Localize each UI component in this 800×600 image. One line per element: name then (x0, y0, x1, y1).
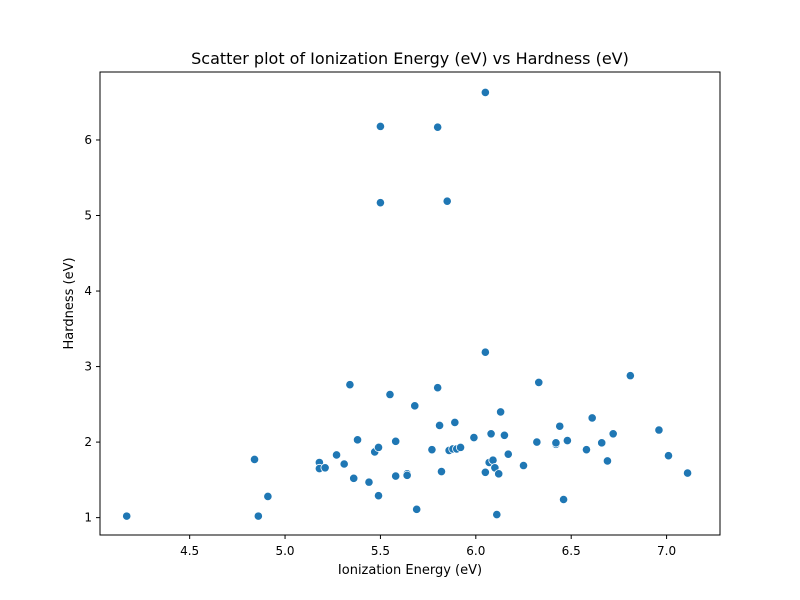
x-tick-label: 7.0 (657, 544, 676, 558)
data-point (532, 437, 542, 447)
data-point (385, 389, 395, 400)
data-point (364, 477, 374, 487)
x-tick-label: 5.5 (371, 544, 390, 558)
x-tick-label: 5.0 (275, 544, 294, 558)
data-point (499, 430, 510, 440)
data-point (375, 121, 386, 131)
data-point (654, 425, 664, 435)
data-points (122, 87, 693, 521)
data-point (373, 491, 384, 501)
data-point (410, 401, 420, 411)
data-point (345, 380, 355, 390)
plot-area (99, 71, 721, 536)
data-point (492, 510, 502, 520)
data-point (339, 459, 349, 469)
data-point (249, 454, 260, 465)
data-point (352, 435, 363, 445)
data-point (450, 417, 460, 428)
data-point (427, 445, 437, 455)
x-tick-label: 6.5 (562, 544, 581, 558)
y-axis-ticks: 1 2 3 4 5 6 (84, 133, 100, 525)
data-point (602, 456, 613, 466)
data-point (442, 196, 452, 206)
data-point (373, 442, 384, 452)
data-point (503, 449, 513, 459)
chart-title: Scatter plot of Ionization Energy (eV) v… (191, 49, 629, 68)
y-tick-label: 3 (84, 360, 92, 374)
data-point (581, 445, 592, 455)
data-point (253, 511, 263, 521)
data-point (391, 436, 401, 446)
data-point (608, 429, 618, 439)
data-point (433, 122, 443, 132)
data-point (455, 442, 466, 452)
data-point (558, 494, 569, 505)
data-point (496, 407, 506, 417)
data-point (263, 491, 273, 502)
data-point (349, 473, 359, 483)
data-point (551, 438, 561, 448)
data-point (469, 432, 479, 443)
data-point (534, 377, 544, 388)
data-point (320, 463, 330, 473)
data-point (480, 467, 490, 477)
data-point (436, 466, 447, 477)
data-point (480, 87, 490, 97)
data-point (412, 504, 422, 514)
data-point (486, 429, 496, 439)
data-point (625, 371, 635, 381)
x-tick-label: 6.0 (466, 544, 485, 558)
data-point (375, 198, 386, 208)
data-point (518, 460, 529, 471)
data-point (587, 413, 597, 423)
data-point (663, 451, 674, 461)
data-point (480, 347, 490, 357)
y-tick-label: 6 (84, 133, 92, 147)
data-point (331, 450, 342, 460)
x-axis-label: Ionization Energy (eV) (338, 563, 482, 578)
y-tick-label: 1 (84, 511, 92, 525)
y-tick-label: 4 (84, 284, 92, 298)
data-point (433, 383, 443, 393)
data-point (494, 469, 504, 479)
y-tick-label: 5 (84, 209, 92, 223)
y-axis-label: Hardness (eV) (62, 257, 77, 349)
data-point (555, 421, 565, 431)
y-tick-label: 2 (84, 435, 92, 449)
data-point (562, 435, 572, 446)
data-point (434, 420, 445, 431)
data-point (122, 511, 132, 521)
data-point (682, 468, 693, 478)
data-point (402, 470, 412, 480)
data-point (391, 471, 401, 481)
x-tick-label: 4.5 (180, 544, 199, 558)
data-point (597, 438, 607, 448)
data-point (488, 455, 498, 465)
x-axis-ticks: 4.5 5.0 5.5 6.0 6.5 7.0 (180, 535, 676, 558)
